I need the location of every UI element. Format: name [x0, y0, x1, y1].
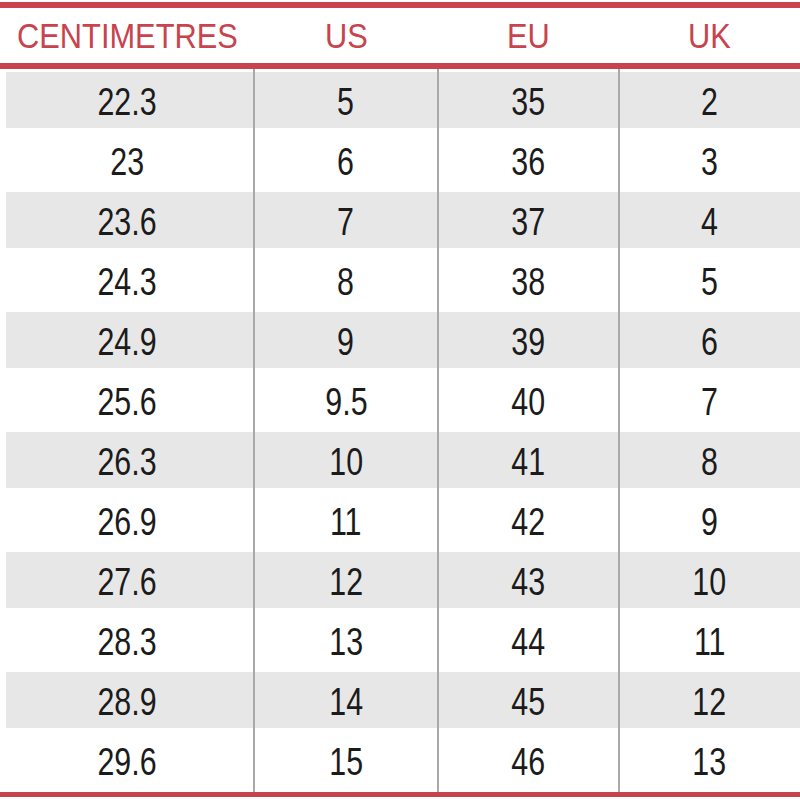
table-cell: 45 — [438, 672, 619, 732]
table-cell: 23 — [0, 132, 254, 192]
header-us: US — [254, 8, 438, 63]
table-cell: 43 — [438, 552, 619, 612]
table-cell: 11 — [254, 492, 438, 552]
table-rows: 22.3535223636323.6737424.3838524.9939625… — [0, 72, 800, 792]
bottom-rule — [0, 792, 800, 797]
table-row: 27.6124310 — [0, 552, 800, 612]
table-cell: 5 — [619, 252, 800, 312]
table-cell: 7 — [619, 372, 800, 432]
table-cell: 46 — [438, 732, 619, 792]
table-cell: 12 — [619, 672, 800, 732]
table-cell: 9.5 — [254, 372, 438, 432]
table-cell: 24.9 — [0, 312, 254, 372]
table-cell: 25.6 — [0, 372, 254, 432]
table-cell: 38 — [438, 252, 619, 312]
table-body: 22.3535223636323.6737424.3838524.9939625… — [0, 69, 800, 792]
table-cell: 29.6 — [0, 732, 254, 792]
table-cell: 10 — [619, 552, 800, 612]
table-cell: 28.9 — [0, 672, 254, 732]
table-row: 24.38385 — [0, 252, 800, 312]
table-cell: 39 — [438, 312, 619, 372]
table-cell: 7 — [254, 192, 438, 252]
table-cell: 42 — [438, 492, 619, 552]
table-cell: 5 — [254, 72, 438, 132]
header-eu: EU — [438, 8, 619, 63]
table-cell: 10 — [254, 432, 438, 492]
table-row: 28.9144512 — [0, 672, 800, 732]
table-cell: 24.3 — [0, 252, 254, 312]
table-cell: 26.9 — [0, 492, 254, 552]
table-row: 26.911429 — [0, 492, 800, 552]
table-cell: 44 — [438, 612, 619, 672]
table-cell: 9 — [254, 312, 438, 372]
table-row: 29.6154613 — [0, 732, 800, 792]
table-cell: 13 — [254, 612, 438, 672]
table-cell: 8 — [254, 252, 438, 312]
table-cell: 6 — [619, 312, 800, 372]
table-cell: 36 — [438, 132, 619, 192]
table-cell: 2 — [619, 72, 800, 132]
table-cell: 4 — [619, 192, 800, 252]
table-cell: 23.6 — [0, 192, 254, 252]
table-row: 236363 — [0, 132, 800, 192]
table-row: 25.69.5407 — [0, 372, 800, 432]
table-cell: 14 — [254, 672, 438, 732]
table-row: 24.99396 — [0, 312, 800, 372]
table-cell: 13 — [619, 732, 800, 792]
table-cell: 8 — [619, 432, 800, 492]
table-cell: 26.3 — [0, 432, 254, 492]
table-row: 28.3134411 — [0, 612, 800, 672]
table-cell: 22.3 — [0, 72, 254, 132]
table-row: 22.35352 — [0, 72, 800, 132]
size-conversion-table: CENTIMETRES US EU UK 22.3535223636323.67… — [0, 0, 800, 800]
table-cell: 12 — [254, 552, 438, 612]
table-cell: 28.3 — [0, 612, 254, 672]
table-row: 26.310418 — [0, 432, 800, 492]
table-cell: 27.6 — [0, 552, 254, 612]
table-header-row: CENTIMETRES US EU UK — [0, 8, 800, 63]
table-cell: 11 — [619, 612, 800, 672]
header-uk: UK — [619, 8, 800, 63]
table-cell: 9 — [619, 492, 800, 552]
table-cell: 35 — [438, 72, 619, 132]
table-row: 23.67374 — [0, 192, 800, 252]
table-cell: 40 — [438, 372, 619, 432]
header-centimetres: CENTIMETRES — [0, 8, 254, 63]
table-cell: 41 — [438, 432, 619, 492]
table-cell: 6 — [254, 132, 438, 192]
table-cell: 3 — [619, 132, 800, 192]
table-cell: 15 — [254, 732, 438, 792]
table-cell: 37 — [438, 192, 619, 252]
